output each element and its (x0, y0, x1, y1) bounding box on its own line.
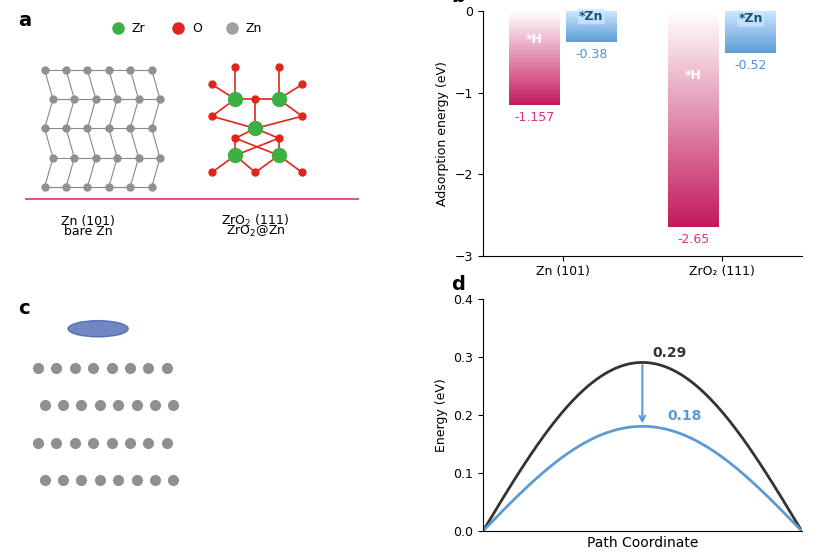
Y-axis label: Adsorption energy (eV): Adsorption energy (eV) (437, 61, 449, 206)
Text: -0.52: -0.52 (735, 59, 766, 72)
Text: -2.65: -2.65 (677, 233, 709, 246)
Text: b: b (452, 0, 465, 6)
Text: O: O (191, 22, 202, 35)
Text: -0.38: -0.38 (575, 48, 608, 61)
Text: *Zn: *Zn (579, 10, 604, 23)
Text: Zn (101): Zn (101) (61, 215, 115, 228)
Text: Zr: Zr (132, 22, 146, 35)
Text: 0.18: 0.18 (667, 409, 702, 424)
Text: 0.29: 0.29 (652, 346, 686, 359)
Text: Zn: Zn (245, 22, 262, 35)
Text: *H: *H (526, 33, 542, 46)
Text: c: c (18, 299, 29, 317)
Text: bare Zn: bare Zn (64, 225, 112, 238)
Text: -1.157: -1.157 (514, 111, 554, 124)
Text: d: d (452, 275, 465, 294)
Text: *H: *H (685, 69, 702, 82)
Text: a: a (18, 11, 31, 30)
Ellipse shape (68, 321, 128, 337)
Text: *Zn: *Zn (739, 12, 763, 25)
Text: ZrO$_2$ (111): ZrO$_2$ (111) (222, 213, 290, 229)
Text: ZrO$_2$@Zn: ZrO$_2$@Zn (226, 223, 285, 239)
Y-axis label: Energy (eV): Energy (eV) (435, 378, 447, 452)
X-axis label: Path Coordinate: Path Coordinate (587, 536, 698, 550)
